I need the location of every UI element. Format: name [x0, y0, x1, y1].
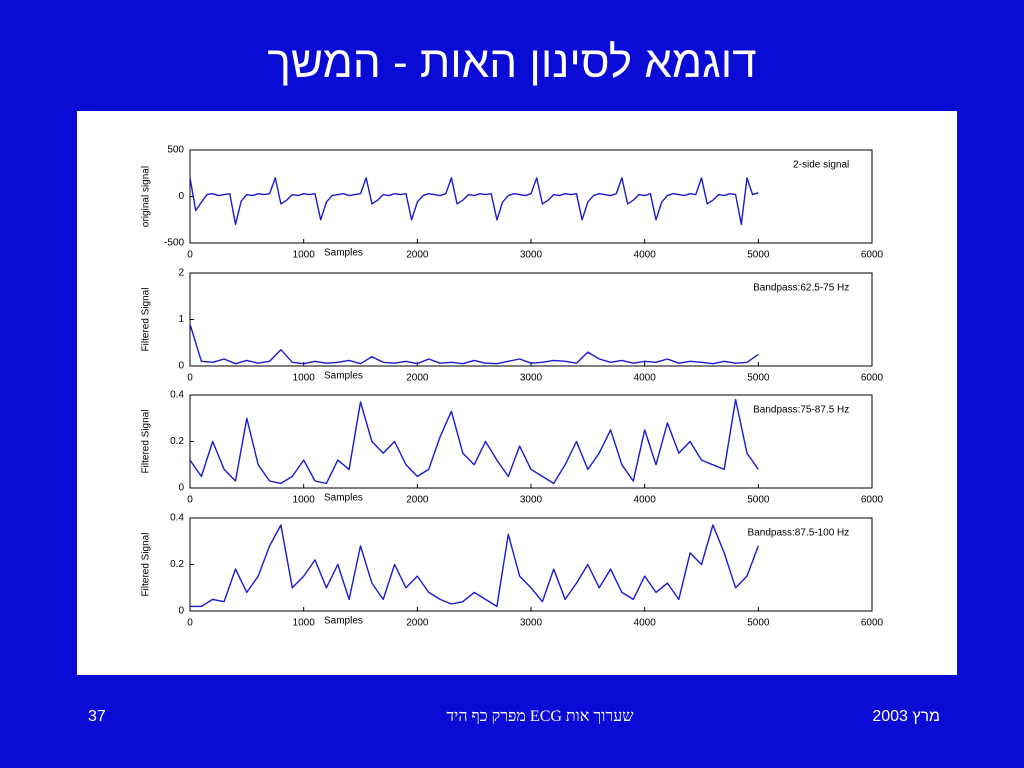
- x-tick-label: 3000: [520, 250, 543, 261]
- x-tick-label: 5000: [747, 618, 770, 629]
- y-tick-label: 1: [178, 314, 184, 325]
- x-axis-label: Samples: [324, 616, 363, 627]
- annotation: 2-side signal: [793, 160, 849, 171]
- x-tick-label: 5000: [747, 495, 770, 506]
- x-tick-label: 2000: [406, 250, 429, 261]
- x-tick-label: 3000: [520, 373, 543, 384]
- panel-background: [77, 111, 957, 675]
- x-tick-label: 3000: [520, 618, 543, 629]
- y-axis-label: original signal: [141, 166, 152, 227]
- x-tick-label: 6000: [861, 495, 884, 506]
- y-tick-label: 0: [178, 606, 184, 617]
- y-tick-label: -500: [164, 238, 184, 249]
- y-tick-label: 0.4: [170, 513, 184, 524]
- y-tick-label: 0.2: [170, 436, 184, 447]
- x-tick-label: 0: [187, 495, 193, 506]
- x-tick-label: 5000: [747, 373, 770, 384]
- x-tick-label: 0: [187, 373, 193, 384]
- x-axis-label: Samples: [324, 248, 363, 259]
- x-tick-label: 1000: [293, 373, 316, 384]
- x-tick-label: 0: [187, 618, 193, 629]
- y-tick-label: 0.4: [170, 390, 184, 401]
- x-tick-label: 0: [187, 250, 193, 261]
- x-tick-label: 1000: [293, 250, 316, 261]
- x-tick-label: 3000: [520, 495, 543, 506]
- y-axis-label: Filtered Signal: [141, 533, 152, 597]
- figure-panel: 0 1000 2000 3000 4000 5000 6000-5000500Samples…: [77, 111, 957, 675]
- y-tick-label: 0: [178, 483, 184, 494]
- x-tick-label: 4000: [634, 250, 657, 261]
- x-tick-label: 4000: [634, 618, 657, 629]
- x-axis-label: Samples: [324, 371, 363, 382]
- y-tick-label: 500: [167, 145, 184, 156]
- x-tick-label: 4000: [634, 373, 657, 384]
- x-tick-label: 5000: [747, 250, 770, 261]
- y-tick-label: 2: [178, 268, 184, 279]
- x-tick-label: 6000: [861, 250, 884, 261]
- x-tick-label: 1000: [293, 495, 316, 506]
- signal-line: [189, 398, 759, 485]
- y-tick-label: 0.2: [170, 559, 184, 570]
- x-tick-label: 6000: [861, 618, 884, 629]
- x-tick-label: 2000: [406, 495, 429, 506]
- x-tick-label: 2000: [406, 618, 429, 629]
- y-axis-label: Filtered Signal: [141, 288, 152, 352]
- signal-line: [189, 323, 759, 365]
- y-axis-label: Filtered Signal: [141, 410, 152, 474]
- x-axis-label: Samples: [324, 493, 363, 504]
- signal-line: [190, 524, 759, 608]
- x-tick-label: 1000: [293, 618, 316, 629]
- footer-date: מרץ 2003: [872, 708, 940, 725]
- annotation: Bandpass:87.5-100 Hz: [748, 528, 850, 539]
- annotation: Bandpass:62.5-75 Hz: [753, 283, 849, 294]
- signal-line: [189, 177, 759, 226]
- footer-text: שערוך אות ECG מפרק כף היד: [446, 708, 634, 725]
- y-tick-label: 0: [178, 361, 184, 372]
- x-tick-label: 2000: [406, 373, 429, 384]
- page-number: 37: [88, 708, 106, 725]
- slide-title: דוגמא לסינון האות - המשך: [267, 38, 757, 87]
- y-tick-label: 0: [178, 191, 184, 202]
- x-tick-label: 4000: [634, 495, 657, 506]
- x-tick-label: 6000: [861, 373, 884, 384]
- annotation: Bandpass:75-87.5 Hz: [753, 405, 849, 416]
